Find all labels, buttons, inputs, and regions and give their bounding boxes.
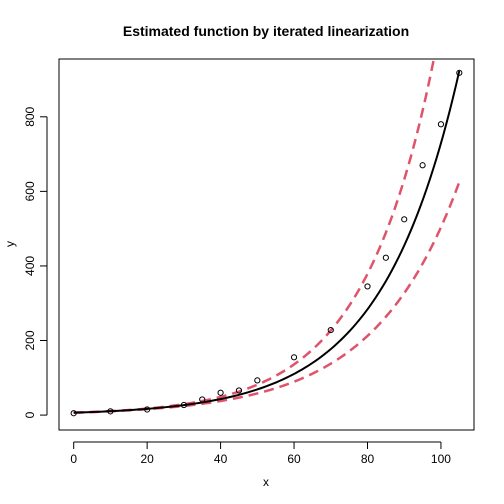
chart-title: Estimated function by iterated lineariza… — [123, 23, 409, 39]
y-axis-label: y — [3, 241, 17, 247]
y-tick-label: 800 — [23, 106, 37, 126]
data-point — [144, 406, 151, 413]
x-tick-label: 0 — [70, 452, 77, 466]
data-points — [70, 69, 463, 417]
x-tick-label: 100 — [431, 452, 451, 466]
confidence-band-upper — [73, 59, 436, 414]
data-point — [235, 387, 243, 394]
x-tick-label: 60 — [287, 452, 301, 466]
data-point — [382, 254, 389, 261]
data-point — [199, 396, 206, 403]
plot-area — [70, 59, 463, 417]
y-axis: 0 200 400 600 800 — [23, 106, 48, 418]
data-point — [456, 69, 463, 76]
data-point — [254, 377, 261, 384]
x-tick-label: 40 — [214, 452, 228, 466]
data-point — [217, 389, 224, 396]
data-point — [419, 162, 426, 169]
y-tick-label: 0 — [23, 411, 37, 418]
y-tick-label: 600 — [23, 181, 37, 201]
y-tick-label: 400 — [23, 256, 37, 276]
data-point — [437, 121, 445, 128]
x-axis: 0 20 40 60 80 100 — [70, 441, 451, 466]
x-tick-label: 80 — [361, 452, 375, 466]
data-point — [364, 283, 371, 290]
data-point — [327, 326, 334, 334]
data-point — [290, 354, 298, 361]
data-point — [180, 401, 187, 409]
data-point — [107, 408, 114, 415]
y-tick-label: 200 — [23, 330, 37, 350]
x-axis-label: x — [263, 475, 269, 489]
plot-box — [58, 58, 475, 431]
x-tick-label: 20 — [140, 452, 154, 466]
data-point — [70, 410, 77, 417]
data-point — [401, 216, 408, 223]
confidence-band-lower — [73, 181, 461, 414]
fitted-curve — [73, 70, 461, 414]
